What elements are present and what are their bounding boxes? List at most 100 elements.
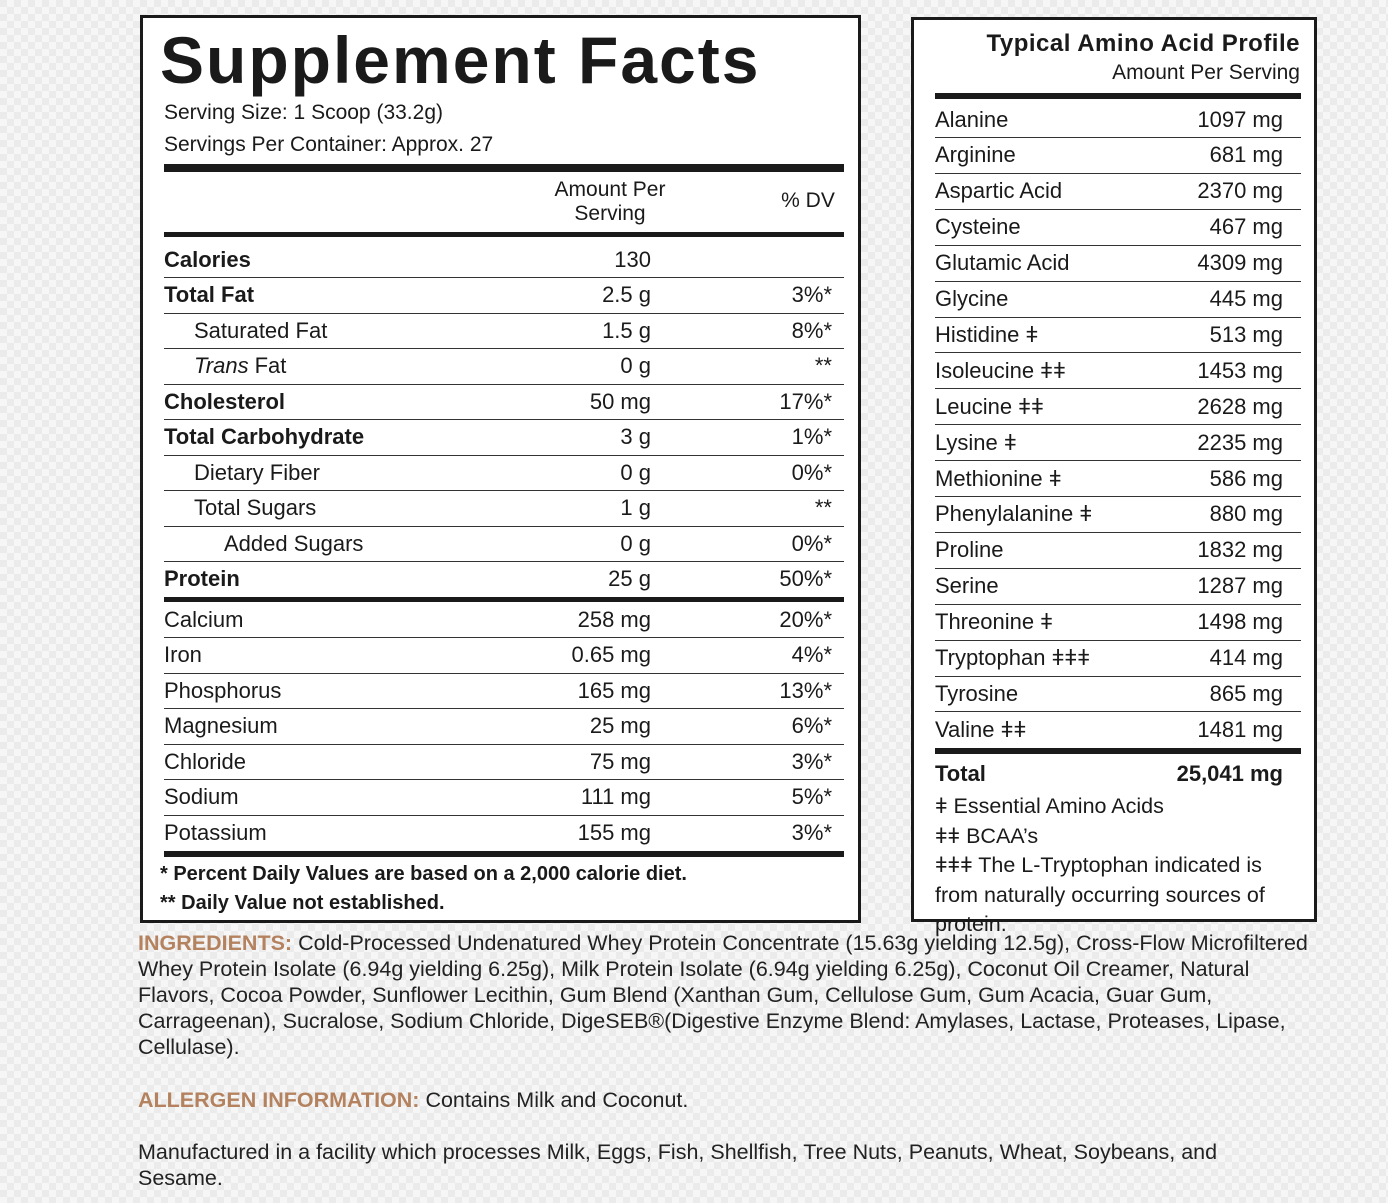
thick-rule [164,850,844,857]
amount-header: Amount Per Serving [554,178,666,225]
amino-name: Valine ǂǂ [935,716,1027,742]
nutrient-name: Added Sugars [224,530,364,556]
nutrient-name: Total Sugars [194,495,317,520]
amino-row: Serine 1287 mg [935,569,1301,605]
thick-rule [164,232,844,237]
amount: 50 mg [589,388,651,414]
thick-rule [164,597,844,602]
nutrient-row: Dietary Fiber 0 g 0%* [164,455,844,491]
daily-value: 13%* [779,677,832,703]
amino-amount: 1287 mg [1197,573,1283,599]
nutrient-row: Total Fat 2.5 g 3%* [164,278,844,314]
nutrient-name: Iron [164,642,202,667]
total-name: Total [935,760,986,786]
amino-amount: 414 mg [1209,645,1283,670]
amino-row: Phenylalanine ǂ 880 mg [935,497,1301,533]
panel-subtitle: Amount Per Serving [1112,61,1300,84]
nutrient-row: Sodium 111 mg 5%* [164,780,844,816]
nutrient-row: Magnesium 25 mg 6%* [164,709,844,745]
amino-row: Glutamic Acid 4309 mg [935,246,1301,282]
amount: 25 g [608,566,651,591]
daily-value: ** [814,495,832,520]
amino-amount: 2235 mg [1197,429,1283,455]
nutrient-name: Saturated Fat [194,317,328,343]
daily-value: 3%* [791,819,832,845]
amino-amount: 1498 mg [1197,609,1283,635]
amount: 130 [614,246,651,272]
amount: 258 mg [577,606,651,632]
nutrient-name: Protein [164,566,240,591]
amount: 0 g [620,353,651,378]
amino-name: Methionine ǂ [935,465,1062,491]
amino-row: Leucine ǂǂ 2628 mg [935,389,1301,426]
nutrient-name: Calcium [164,606,244,632]
nutrient-row: Trans Fat 0 g ** [164,349,844,385]
amino-footnotes: ǂ Essential Amino Acids ǂǂ BCAA’s ǂǂǂ The … [935,792,1305,940]
amino-amount: 880 mg [1209,501,1283,527]
daily-value: 4%* [791,642,832,667]
footnote: * Percent Daily Values are based on a 2,… [160,863,687,885]
amino-row: Lysine ǂ 2235 mg [935,425,1301,462]
daily-value: 8%* [791,317,832,343]
allergen-text: Contains Milk and Coconut. [425,1088,689,1112]
amino-row: Methionine ǂ 586 mg [935,461,1301,497]
total-amount: 25,041 mg [1176,760,1283,786]
amino-row: Tyrosine 865 mg [935,676,1301,713]
nutrient-name: Total Fat [164,282,255,307]
amount: 75 mg [589,748,651,774]
facility-note: Manufactured in a facility which process… [138,1140,1218,1190]
amount: 0 g [620,459,651,485]
thick-rule [935,93,1301,99]
amount: 3 g [620,424,651,449]
amino-name: Tyrosine [935,680,1019,706]
nutrient-row: Phosphorus 165 mg 13%* [164,673,844,709]
amino-name: Lysine ǂ [935,429,1017,455]
daily-value: 50%* [779,566,832,591]
amount: 111 mg [580,784,651,809]
amino-name: Histidine ǂ [935,321,1039,347]
amino-name: Isoleucine ǂǂ [935,357,1066,383]
daily-value: 3%* [791,748,832,774]
amino-row: Isoleucine ǂǂ 1453 mg [935,353,1301,390]
daily-value: 5%* [791,784,832,809]
amino-row: Alanine 1097 mg [935,102,1301,138]
amino-amount: 467 mg [1209,214,1283,240]
amino-row: Valine ǂǂ 1481 mg [935,712,1301,747]
amino-amount: 445 mg [1209,286,1283,311]
panel-title: Typical Amino Acid Profile [986,30,1300,57]
amount: 0.65 mg [571,642,652,667]
allergen-label: ALLERGEN INFORMATION: [138,1088,420,1112]
amino-name: Leucine ǂǂ [935,393,1044,419]
amino-name: Aspartic Acid [935,178,1063,204]
daily-value: 1%* [791,424,832,449]
nutrient-name: Cholesterol [164,388,286,414]
amino-amount: 2370 mg [1197,178,1283,204]
amino-row: Histidine ǂ 513 mg [935,317,1301,354]
nutrient-row: Calories 130 [164,242,844,278]
amino-row: Arginine 681 mg [935,138,1301,174]
serving-size: Serving Size: 1 Scoop (33.2g) [164,101,443,124]
daily-value: 6%* [791,713,832,738]
amino-name: Threonine ǂ [935,609,1054,635]
footnote: ǂǂǂ The L-Tryptophan indicated is from n… [935,853,1265,937]
daily-value: 0%* [791,459,832,485]
amino-name: Glutamic Acid [935,250,1070,276]
nutrient-row: Potassium 155 mg 3%* [164,815,844,850]
amount: 165 mg [577,677,651,703]
amino-name: Phenylalanine ǂ [935,501,1093,527]
nutrient-row: Added Sugars 0 g 0%* [164,526,844,562]
amino-name: Alanine [935,106,1009,132]
daily-value: 17%* [779,388,832,414]
thick-rule [164,164,844,172]
amino-row: Proline 1832 mg [935,533,1301,569]
nutrient-name: Phosphorus [164,677,282,703]
nutrient-name: Total Carbohydrate [164,424,365,449]
amino-amount: 865 mg [1209,680,1283,706]
amino-name: Tryptophan ǂǂǂ [935,645,1091,670]
daily-value: ** [814,353,832,378]
amount: 25 mg [589,713,651,738]
ingredients-label: INGREDIENTS: [138,931,293,955]
amount: 1.5 g [602,317,651,343]
nutrient-row: Total Carbohydrate 3 g 1%* [164,420,844,456]
